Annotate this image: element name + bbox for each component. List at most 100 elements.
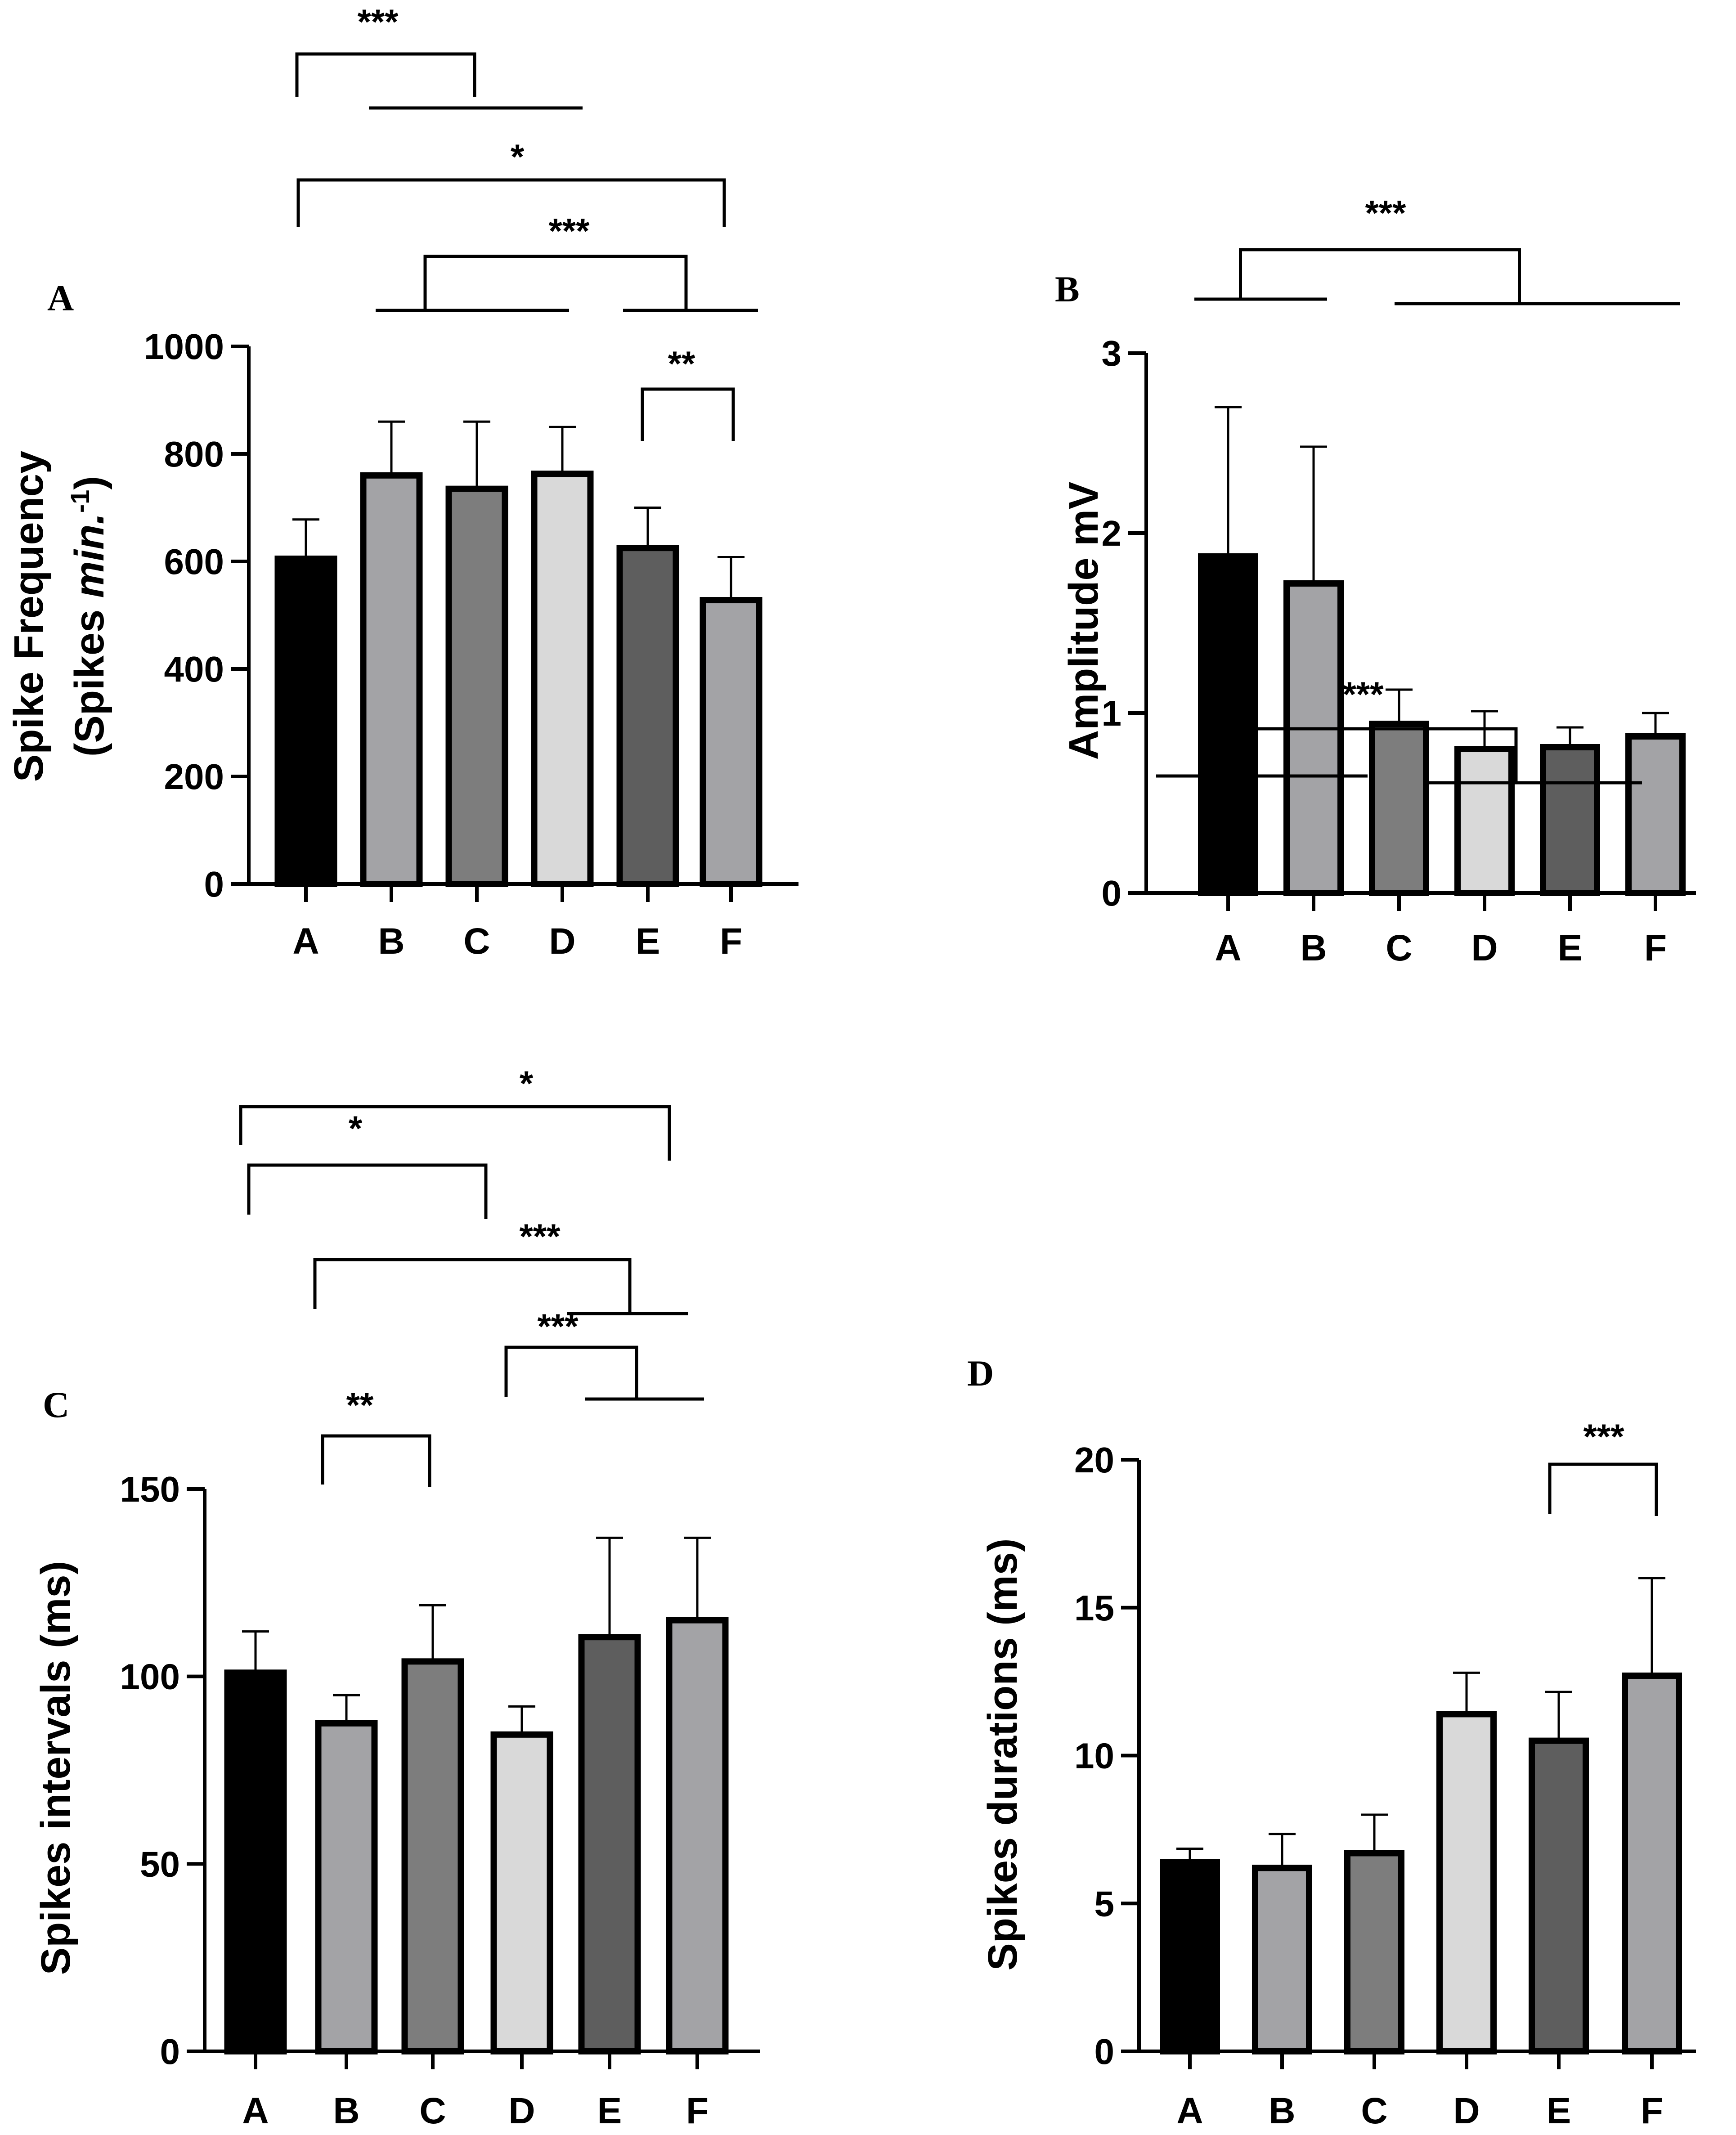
- bracket-line: [1239, 248, 1521, 304]
- x-tick-label: C: [1361, 2090, 1387, 2131]
- bracket-line: [504, 1346, 638, 1399]
- x-tick-label: C: [419, 2090, 446, 2131]
- bar-b: [1283, 580, 1344, 896]
- bracket-line: [321, 1434, 431, 1487]
- bracket-line: [423, 255, 688, 310]
- bracket-line: [641, 387, 735, 441]
- significance-label: ***: [1583, 1417, 1624, 1456]
- x-tick-label: A: [242, 2090, 269, 2131]
- significance-bracket: ***: [1156, 674, 1642, 785]
- bracket-line: [295, 52, 476, 97]
- y-label-suffix: ): [67, 476, 112, 490]
- significance-label: ***: [537, 1306, 579, 1346]
- x-tick-label: D: [1453, 2090, 1480, 2131]
- x-tick-label: E: [1558, 928, 1583, 969]
- significance-label: *: [349, 1108, 363, 1148]
- panel-a: A 0 200 400 600 800 1000 A B C D E F Spike Frequency (…: [6, 2, 798, 962]
- bar-f: [666, 1617, 729, 2055]
- panel-letter: D: [967, 1353, 994, 1394]
- y-axis-label-line2: (Spikes min.-1): [66, 476, 112, 757]
- y-tick-label: 0: [1095, 2032, 1115, 2072]
- bar-f: [1625, 733, 1686, 896]
- x-tick-label: F: [720, 921, 742, 962]
- bar-d: [531, 471, 594, 887]
- bar-c: [445, 485, 508, 888]
- significance-bracket: ***: [376, 211, 758, 312]
- x-tick-label: D: [508, 2090, 535, 2131]
- y-tick-label: 2: [1102, 513, 1122, 553]
- y-axis-label: Spikes durations (ms): [980, 1538, 1026, 1970]
- bar-b: [315, 1720, 378, 2054]
- x-tick-label: E: [1547, 2090, 1571, 2131]
- panel-letter: B: [1055, 269, 1080, 309]
- y-tick-label: 50: [140, 1844, 180, 1884]
- x-tick-label: A: [1176, 2090, 1203, 2131]
- significance-bracket: ***: [1194, 193, 1680, 305]
- bar-b: [360, 472, 423, 888]
- bar-d: [1454, 746, 1515, 896]
- bracket-line: [296, 178, 726, 227]
- bar-e: [1540, 744, 1600, 896]
- bracket-line: [313, 1258, 632, 1314]
- significance-label: **: [668, 344, 695, 383]
- bar-a: [224, 1669, 287, 2054]
- bar-e: [1529, 1737, 1589, 2054]
- y-tick-label: 0: [1102, 873, 1122, 913]
- significance-bracket: *: [239, 1063, 671, 1161]
- y-tick-label: 1000: [144, 327, 224, 367]
- x-tick-label: D: [549, 921, 575, 962]
- bar-c: [1369, 721, 1429, 896]
- y-tick-label: 800: [164, 434, 224, 474]
- significance-bracket: *: [247, 1108, 488, 1219]
- significance-bracket: ***: [295, 2, 583, 110]
- y-tick-label: 0: [204, 864, 224, 904]
- bracket-line: [247, 1163, 488, 1219]
- bar-c: [401, 1658, 464, 2054]
- x-tick-label: F: [1641, 2090, 1663, 2131]
- y-axis-label: Amplitude mV: [1061, 482, 1107, 760]
- significance-label: **: [346, 1385, 374, 1425]
- bracket-line: [1548, 1462, 1658, 1516]
- significance-bracket: ***: [313, 1216, 688, 1315]
- y-tick-label: 150: [120, 1469, 180, 1509]
- x-tick-label: A: [292, 921, 319, 962]
- significance-bracket: **: [641, 344, 735, 441]
- bar-f: [1622, 1672, 1682, 2055]
- bar-c: [1344, 1850, 1404, 2055]
- y-axis-label-line1: Spike Frequency: [6, 451, 52, 782]
- y-tick-label: 20: [1074, 1440, 1114, 1480]
- y-tick-label: 15: [1074, 1588, 1114, 1628]
- x-tick-label: B: [1300, 928, 1327, 969]
- significance-label: *: [511, 137, 525, 176]
- significance-label: ***: [1365, 193, 1406, 233]
- y-label-superscript: -1: [66, 490, 95, 513]
- x-tick-label: B: [333, 2090, 359, 2131]
- x-tick-label: C: [1386, 928, 1412, 969]
- panel-letter: C: [43, 1384, 69, 1425]
- bar-e: [616, 545, 679, 887]
- bar-d: [490, 1731, 553, 2054]
- bar-b: [1252, 1865, 1312, 2055]
- x-tick-label: B: [1269, 2090, 1295, 2131]
- bar-a: [1198, 553, 1258, 896]
- x-tick-label: B: [378, 921, 404, 962]
- y-tick-label: 5: [1095, 1884, 1115, 1924]
- x-tick-label: F: [1644, 928, 1667, 969]
- significance-label: *: [520, 1063, 534, 1103]
- x-tick-label: F: [686, 2090, 709, 2131]
- bar-a: [1160, 1859, 1220, 2055]
- x-tick-label: E: [636, 921, 660, 962]
- panel-b: B 0 1 2 3 A B C D E F Amplitude mV ***: [1055, 193, 1696, 969]
- bar-d: [1436, 1711, 1497, 2054]
- bar-a: [274, 556, 337, 887]
- significance-label: ***: [548, 211, 590, 251]
- y-tick-label: 200: [164, 757, 224, 797]
- y-label-italic: min.: [67, 513, 112, 598]
- panel-letter: A: [47, 278, 74, 318]
- significance-bracket: *: [296, 137, 726, 227]
- significance-bracket: ***: [504, 1306, 704, 1401]
- y-tick-label: 400: [164, 649, 224, 689]
